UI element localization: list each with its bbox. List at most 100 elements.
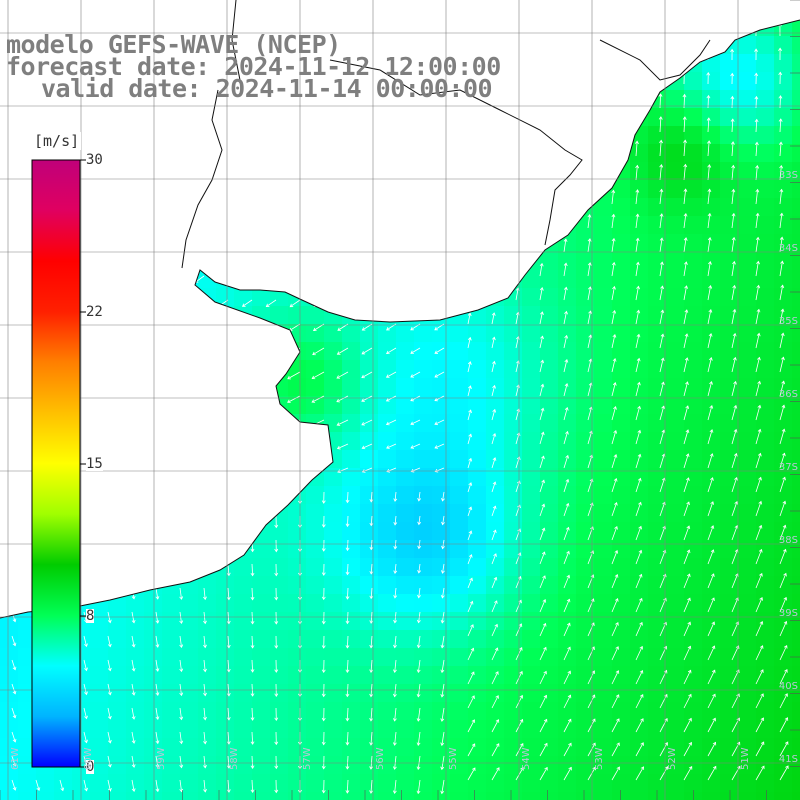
wind-arrow bbox=[707, 694, 716, 709]
wind-arrow-head bbox=[783, 572, 787, 577]
wind-arrow-head bbox=[274, 524, 279, 529]
wind-arrow-head bbox=[440, 594, 445, 599]
wind-arrow bbox=[707, 501, 714, 517]
wind-arrow-head bbox=[687, 621, 691, 626]
wind-arrow bbox=[515, 408, 520, 421]
wind-arrow bbox=[336, 395, 349, 403]
wind-arrow bbox=[659, 140, 662, 157]
wind-arrow bbox=[707, 453, 713, 469]
wind-arrow-head bbox=[179, 668, 184, 673]
wind-arrow-head bbox=[780, 260, 784, 265]
wind-arrow-head bbox=[250, 620, 255, 625]
wind-arrow-head bbox=[274, 548, 279, 553]
wind-arrow-head bbox=[664, 766, 669, 770]
wind-arrow-head bbox=[685, 405, 690, 409]
wind-arrow bbox=[707, 189, 711, 205]
wind-arrow bbox=[779, 118, 782, 133]
wind-arrow bbox=[467, 410, 472, 421]
wind-arrow-head bbox=[612, 309, 617, 314]
wind-arrow-head bbox=[494, 647, 499, 652]
wind-arrow-head bbox=[612, 382, 617, 386]
wind-arrow-head bbox=[321, 790, 326, 794]
wind-arrow bbox=[635, 406, 641, 421]
wind-arrow bbox=[707, 766, 717, 781]
wind-arrow-head bbox=[440, 790, 445, 795]
wind-arrow-head bbox=[434, 350, 438, 354]
wind-arrow-head bbox=[517, 504, 521, 509]
wind-arrow bbox=[755, 429, 761, 445]
wind-arrow-head bbox=[757, 356, 761, 361]
wind-arrow bbox=[635, 334, 640, 349]
wind-arrow-head bbox=[544, 742, 548, 747]
wind-arrow bbox=[635, 766, 644, 781]
wind-arrow bbox=[731, 165, 734, 181]
wind-arrow bbox=[683, 285, 687, 301]
wind-arrow bbox=[779, 477, 786, 493]
wind-arrow bbox=[491, 647, 498, 661]
wind-arrow-head bbox=[781, 356, 785, 361]
wind-arrow-head bbox=[712, 693, 716, 698]
wind-arrow-head bbox=[564, 383, 569, 387]
wind-arrow bbox=[611, 334, 616, 349]
colorbar bbox=[31, 159, 86, 768]
wind-arrow-head bbox=[107, 788, 112, 792]
wind-arrow bbox=[755, 717, 764, 733]
wind-arrow bbox=[491, 337, 495, 349]
wind-arrow bbox=[755, 381, 761, 397]
wind-arrow-head bbox=[336, 351, 341, 355]
wind-arrow-head bbox=[567, 670, 571, 675]
wind-arrow-head bbox=[688, 717, 692, 722]
wind-arrow bbox=[539, 360, 544, 373]
wind-arrow bbox=[683, 117, 686, 133]
wind-arrow-head bbox=[417, 545, 422, 550]
wind-arrow-head bbox=[386, 468, 391, 473]
wind-arrow-head bbox=[683, 237, 688, 241]
wind-arrow-head bbox=[731, 236, 736, 241]
wind-arrow-head bbox=[756, 332, 761, 337]
wind-arrow-head bbox=[107, 715, 112, 720]
wind-arrow bbox=[346, 707, 349, 721]
wind-arrow-head bbox=[783, 596, 788, 601]
wind-arrow bbox=[683, 549, 690, 565]
wind-arrow bbox=[107, 731, 111, 743]
wind-arrow-head bbox=[417, 570, 422, 574]
lat-label: 40S bbox=[778, 681, 798, 692]
wind-arrow bbox=[155, 659, 159, 672]
wind-arrow-head bbox=[250, 596, 255, 601]
wind-arrow-head bbox=[660, 285, 665, 290]
wind-arrow bbox=[731, 429, 737, 445]
wind-arrow bbox=[587, 431, 593, 445]
wind-arrow-head bbox=[731, 212, 736, 217]
wind-arrow-head bbox=[682, 93, 687, 98]
wind-arrow bbox=[683, 189, 687, 205]
colorbar-gradient bbox=[31, 159, 81, 768]
wind-arrow bbox=[227, 731, 230, 744]
wind-arrow bbox=[83, 635, 87, 647]
wind-arrow-head bbox=[179, 644, 184, 649]
wind-arrow bbox=[683, 357, 688, 373]
wind-arrow bbox=[394, 587, 397, 598]
wind-arrow-head bbox=[369, 571, 374, 575]
wind-arrow-head bbox=[179, 788, 184, 793]
wind-arrow bbox=[635, 214, 639, 229]
wind-arrow-head bbox=[203, 596, 207, 601]
wind-arrow-head bbox=[467, 336, 472, 341]
wind-arrow-head bbox=[613, 453, 618, 458]
wind-arrow bbox=[539, 767, 548, 781]
wind-arrow-head bbox=[638, 573, 643, 578]
wind-arrow bbox=[779, 765, 789, 781]
wind-arrow bbox=[755, 189, 759, 205]
wind-arrow bbox=[683, 694, 692, 709]
wind-arrow bbox=[515, 312, 519, 325]
wind-arrow bbox=[386, 419, 397, 425]
wind-arrow bbox=[442, 563, 445, 574]
wind-arrow bbox=[107, 635, 111, 647]
wind-arrow bbox=[635, 262, 639, 277]
wind-arrow bbox=[779, 693, 788, 709]
wind-arrow bbox=[491, 457, 496, 469]
wind-arrow-head bbox=[566, 598, 571, 603]
lat-label: 34S bbox=[778, 243, 798, 254]
wind-arrow-head bbox=[226, 693, 231, 697]
wind-arrow bbox=[731, 141, 734, 157]
wind-arrow-head bbox=[758, 524, 763, 529]
